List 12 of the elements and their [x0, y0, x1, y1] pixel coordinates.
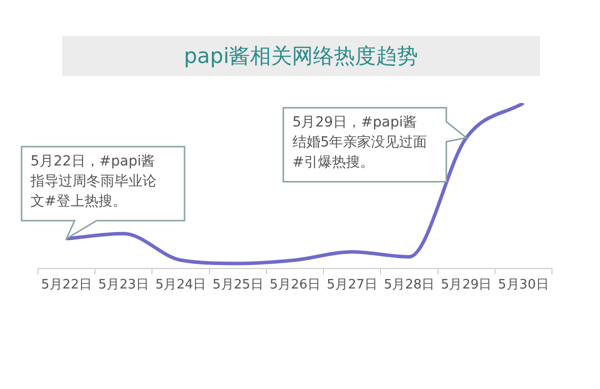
x-tick-label: 5月22日: [41, 278, 92, 293]
x-tick-label: 5月30日: [498, 278, 549, 293]
annotation: 5月29日，#papi酱结婚5年亲家没见过面#引爆热搜。: [292, 114, 428, 170]
annotation: 5月22日，#papi酱指导过周冬雨毕业论文#登上热搜。: [30, 153, 157, 210]
chart-title: papi酱相关网络热度趋势: [62, 36, 540, 76]
x-tick-label: 5月29日: [440, 278, 492, 293]
x-tick-label: 5月28日: [384, 278, 435, 293]
x-tick-label: 5月23日: [98, 278, 150, 293]
x-tick-label: 5月26日: [270, 278, 320, 293]
x-tick-label: 5月24日: [155, 278, 206, 293]
x-tick-label: 5月27日: [326, 278, 378, 293]
x-tick-label: 5月25日: [212, 278, 264, 293]
